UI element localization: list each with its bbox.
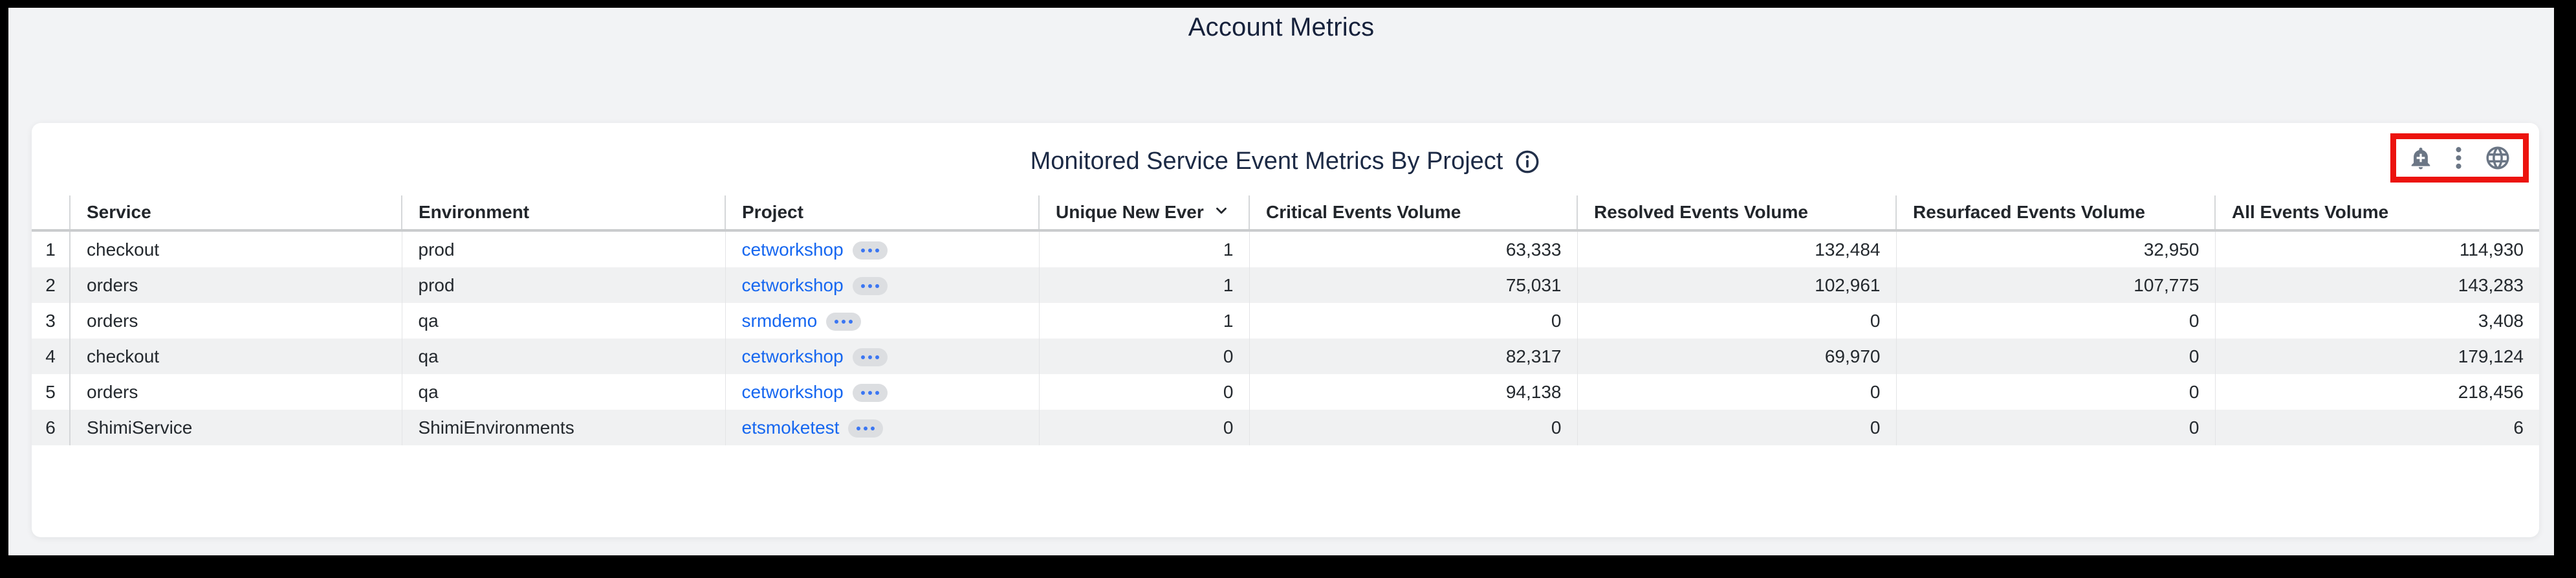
- data-links-pill[interactable]: [852, 241, 888, 260]
- row-number: 6: [45, 417, 56, 438]
- column-header-service[interactable]: Service: [69, 195, 402, 232]
- cell-unique-new-ever: 0: [1038, 374, 1249, 410]
- data-links-pill[interactable]: [852, 384, 888, 403]
- cell-critical-events: 63,333: [1249, 230, 1577, 267]
- cell-resolved-events: 132,484: [1577, 230, 1896, 267]
- project-link[interactable]: etsmoketest: [741, 417, 840, 438]
- cell-all-events: 114,930: [2214, 230, 2539, 267]
- dashboard-page: Account Metrics Monitored Service Event …: [8, 8, 2554, 555]
- row-number: 5: [45, 381, 56, 402]
- cell-environment: qa: [401, 339, 725, 374]
- globe-icon[interactable]: [2484, 144, 2511, 172]
- project-link[interactable]: cetworkshop: [741, 381, 844, 402]
- kebab-menu-icon[interactable]: [2455, 146, 2462, 170]
- table-body: 1 checkout prod cetworkshop 1 63,333 132…: [32, 230, 2539, 445]
- cell-critical-events: 75,031: [1249, 267, 1577, 303]
- cell-project: cetworkshop: [725, 374, 1039, 410]
- cell-unique-new-ever: 0: [1038, 339, 1249, 374]
- cell-service: orders: [69, 267, 402, 303]
- row-number: 3: [45, 310, 56, 331]
- cell-all-events: 218,456: [2214, 374, 2539, 410]
- column-header-project[interactable]: Project: [725, 195, 1039, 232]
- cell-project: etsmoketest: [725, 410, 1039, 445]
- cell-unique-new-ever: 0: [1038, 410, 1249, 445]
- column-header-critical-events[interactable]: Critical Events Volume: [1249, 195, 1577, 232]
- cell-resolved-events: 0: [1577, 410, 1896, 445]
- cell-resurfaced-events: 0: [1895, 374, 2215, 410]
- project-link[interactable]: srmdemo: [741, 310, 818, 331]
- table-row: 5 orders qa cetworkshop 0 94,138 0 0 218…: [32, 374, 2539, 410]
- cell-resurfaced-events: 32,950: [1895, 230, 2215, 267]
- project-link[interactable]: cetworkshop: [741, 346, 844, 366]
- table-header-row: Service Environment Project Unique New E…: [32, 195, 2539, 232]
- project-link[interactable]: cetworkshop: [741, 239, 844, 260]
- cell-all-events: 3,408: [2214, 303, 2539, 339]
- cell-unique-new-ever: 1: [1038, 267, 1249, 303]
- cell-all-events: 6: [2214, 410, 2539, 445]
- data-links-pill[interactable]: [852, 277, 888, 296]
- cell-all-events: 143,283: [2214, 267, 2539, 303]
- panel-header: Monitored Service Event Metrics By Proje…: [32, 148, 2539, 175]
- table-row: 6 ShimiService ShimiEnvironments etsmoke…: [32, 410, 2539, 445]
- cell-project: cetworkshop: [725, 230, 1039, 267]
- cell-environment: ShimiEnvironments: [401, 410, 725, 445]
- cell-unique-new-ever: 1: [1038, 303, 1249, 339]
- project-link[interactable]: cetworkshop: [741, 274, 844, 295]
- panel-title: Monitored Service Event Metrics By Proje…: [1030, 148, 1503, 175]
- cell-resolved-events: 69,970: [1577, 339, 1896, 374]
- cell-critical-events: 82,317: [1249, 339, 1577, 374]
- column-header-environment[interactable]: Environment: [401, 195, 725, 232]
- cell-project: cetworkshop: [725, 339, 1039, 374]
- cell-resolved-events: 0: [1577, 303, 1896, 339]
- column-header-resolved-events[interactable]: Resolved Events Volume: [1577, 195, 1896, 232]
- cell-service: checkout: [69, 339, 402, 374]
- cell-environment: prod: [401, 230, 725, 267]
- cell-critical-events: 0: [1249, 303, 1577, 339]
- cell-environment: qa: [401, 374, 725, 410]
- table-row: 2 orders prod cetworkshop 1 75,031 102,9…: [32, 267, 2539, 303]
- cell-resurfaced-events: 0: [1895, 339, 2215, 374]
- data-links-pill[interactable]: [852, 348, 888, 367]
- data-links-pill[interactable]: [848, 419, 884, 438]
- metrics-table: Service Environment Project Unique New E…: [32, 195, 2539, 445]
- column-header-row-number: [32, 195, 70, 232]
- cell-environment: prod: [401, 267, 725, 303]
- annotation-highlight-box: [2390, 133, 2529, 183]
- cell-project: cetworkshop: [725, 267, 1039, 303]
- cell-resurfaced-events: 107,775: [1895, 267, 2215, 303]
- cell-all-events: 179,124: [2214, 339, 2539, 374]
- data-links-pill[interactable]: [826, 313, 862, 331]
- cell-resolved-events: 102,961: [1577, 267, 1896, 303]
- column-header-unique-new-ever[interactable]: Unique New Ever: [1038, 195, 1249, 232]
- table-row: 1 checkout prod cetworkshop 1 63,333 132…: [32, 230, 2539, 267]
- cell-resurfaced-events: 0: [1895, 303, 2215, 339]
- cell-critical-events: 94,138: [1249, 374, 1577, 410]
- cell-service: orders: [69, 374, 402, 410]
- table-row: 4 checkout qa cetworkshop 0 82,317 69,97…: [32, 339, 2539, 374]
- cell-service: checkout: [69, 230, 402, 267]
- add-alert-bell-icon[interactable]: [2408, 146, 2433, 170]
- cell-service: orders: [69, 303, 402, 339]
- cell-project: srmdemo: [725, 303, 1039, 339]
- cell-resolved-events: 0: [1577, 374, 1896, 410]
- cell-resurfaced-events: 0: [1895, 410, 2215, 445]
- column-header-resurfaced-events[interactable]: Resurfaced Events Volume: [1895, 195, 2215, 232]
- panel-card: Monitored Service Event Metrics By Proje…: [32, 123, 2539, 537]
- row-number: 2: [45, 274, 56, 295]
- cell-critical-events: 0: [1249, 410, 1577, 445]
- cell-service: ShimiService: [69, 410, 402, 445]
- cell-environment: qa: [401, 303, 725, 339]
- sort-chevron-down-icon: [1213, 202, 1230, 223]
- cell-unique-new-ever: 1: [1038, 230, 1249, 267]
- page-title: Account Metrics: [1188, 13, 1375, 41]
- table-row: 3 orders qa srmdemo 1 0 0 0 3,408: [32, 303, 2539, 339]
- column-header-all-events[interactable]: All Events Volume: [2214, 195, 2539, 232]
- row-number: 1: [45, 239, 56, 260]
- row-number: 4: [45, 346, 56, 366]
- info-icon[interactable]: [1514, 149, 1540, 175]
